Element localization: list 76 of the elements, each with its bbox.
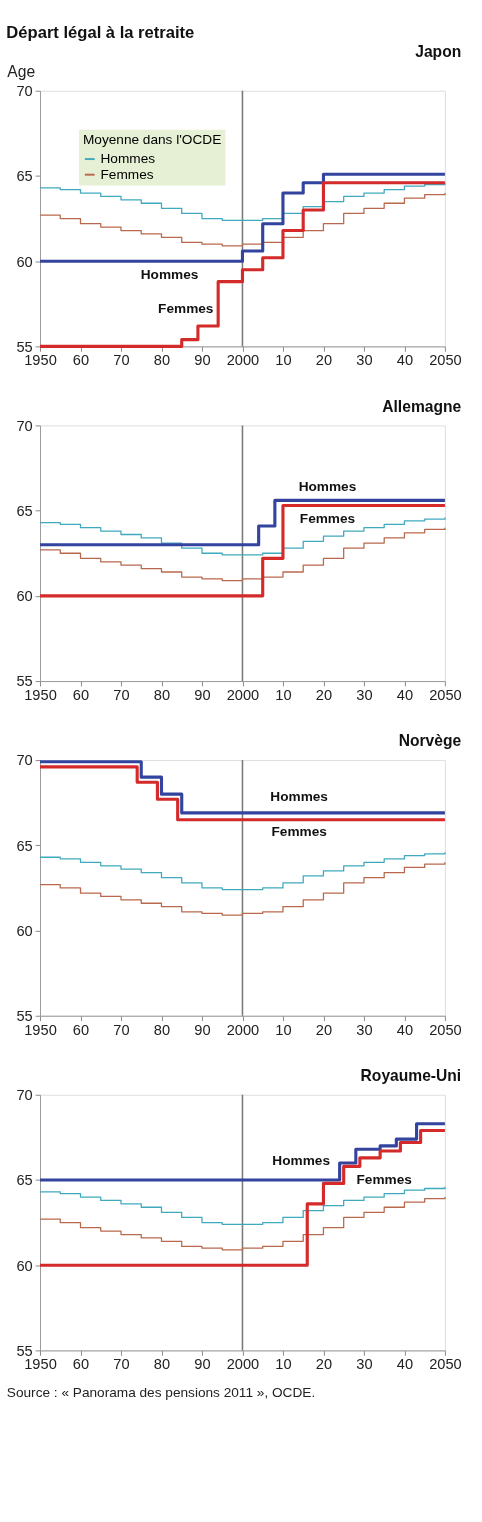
x-tick-label: 20 bbox=[315, 1021, 333, 1038]
series-label: Hommes bbox=[272, 1153, 331, 1169]
x-tick-label: 30 bbox=[356, 687, 373, 704]
x-tick-label: 90 bbox=[194, 1021, 211, 1038]
series-label: Hommes bbox=[298, 478, 357, 494]
x-tick-label: 80 bbox=[153, 1356, 171, 1373]
y-axis-title: Age bbox=[7, 62, 36, 80]
x-tick-label: 20 bbox=[315, 352, 333, 369]
x-tick-label: 1950 bbox=[24, 1356, 57, 1373]
x-tick-label: 90 bbox=[194, 1356, 211, 1373]
x-tick-label: 30 bbox=[356, 1356, 373, 1373]
x-tick-label: 60 bbox=[72, 1021, 90, 1038]
legend-title: Moyenne dans l'OCDE bbox=[82, 132, 222, 148]
x-tick-label: 60 bbox=[72, 1356, 90, 1373]
series-label: Femmes bbox=[356, 1171, 413, 1187]
series-label: Femmes bbox=[158, 300, 214, 316]
y-tick-label: 65 bbox=[16, 1172, 33, 1189]
x-tick-label: 80 bbox=[153, 687, 171, 704]
x-tick-label: 60 bbox=[72, 352, 90, 369]
x-tick-label: 2000 bbox=[226, 687, 260, 704]
y-tick-label: 65 bbox=[16, 503, 33, 520]
y-tick-label: 60 bbox=[16, 922, 33, 939]
source-note: Source : « Panorama des pensions 2011 », OCDE. bbox=[6, 1385, 316, 1401]
series-label: Hommes bbox=[270, 789, 329, 805]
y-tick-label: 55 bbox=[16, 1342, 33, 1359]
series-label: Hommes bbox=[140, 266, 199, 282]
y-tick-label: 55 bbox=[16, 673, 33, 690]
x-tick-label: 10 bbox=[275, 687, 292, 704]
x-tick-label: 10 bbox=[275, 352, 292, 369]
series-label: Femmes bbox=[299, 511, 356, 527]
x-tick-label: 40 bbox=[396, 687, 414, 704]
x-tick-label: 70 bbox=[113, 1021, 130, 1038]
y-tick-label: 70 bbox=[16, 417, 33, 434]
x-tick-label: 40 bbox=[396, 1356, 414, 1373]
y-tick-label: 70 bbox=[16, 83, 33, 100]
legend-label: Femmes bbox=[100, 166, 154, 182]
legend-label: Hommes bbox=[100, 150, 156, 166]
x-tick-label: 2050 bbox=[429, 1021, 462, 1038]
chart-title: Allemagne bbox=[382, 397, 462, 415]
y-tick-label: 60 bbox=[16, 253, 33, 270]
y-tick-label: 60 bbox=[16, 588, 33, 605]
chart-title: Départ légal à la retraite bbox=[6, 22, 195, 42]
y-tick-label: 55 bbox=[16, 338, 33, 355]
x-tick-label: 40 bbox=[396, 352, 414, 369]
x-tick-label: 70 bbox=[113, 1356, 130, 1373]
x-tick-label: 1950 bbox=[24, 687, 57, 704]
x-tick-label: 70 bbox=[113, 352, 130, 369]
x-tick-label: 20 bbox=[315, 687, 333, 704]
x-tick-label: 2000 bbox=[226, 352, 260, 369]
y-tick-label: 70 bbox=[16, 752, 33, 769]
x-tick-label: 10 bbox=[275, 1356, 292, 1373]
x-tick-label: 2000 bbox=[226, 1356, 260, 1373]
x-tick-label: 30 bbox=[356, 1021, 373, 1038]
y-tick-label: 70 bbox=[16, 1087, 33, 1104]
y-tick-label: 65 bbox=[16, 837, 33, 854]
x-tick-label: 10 bbox=[275, 1021, 292, 1038]
x-tick-label: 80 bbox=[153, 352, 171, 369]
y-tick-label: 60 bbox=[16, 1257, 33, 1274]
series-label: Femmes bbox=[271, 823, 328, 839]
x-tick-label: 80 bbox=[153, 1021, 171, 1038]
x-tick-label: 20 bbox=[315, 1356, 333, 1373]
x-tick-label: 2000 bbox=[226, 1021, 260, 1038]
chart-title: Royaume-Uni bbox=[360, 1067, 462, 1085]
y-tick-label: 65 bbox=[16, 168, 33, 185]
chart-title: Norvège bbox=[398, 732, 462, 750]
x-tick-label: 60 bbox=[72, 687, 90, 704]
x-tick-label: 2050 bbox=[429, 352, 462, 369]
x-tick-label: 1950 bbox=[24, 352, 57, 369]
x-tick-label: 90 bbox=[194, 352, 211, 369]
x-tick-label: 40 bbox=[396, 1021, 414, 1038]
x-tick-label: 30 bbox=[356, 352, 373, 369]
chart-subtitle: Japon bbox=[415, 42, 462, 60]
x-tick-label: 70 bbox=[113, 687, 130, 704]
x-tick-label: 2050 bbox=[429, 1356, 462, 1373]
x-tick-label: 90 bbox=[194, 687, 211, 704]
x-tick-label: 2050 bbox=[429, 687, 462, 704]
